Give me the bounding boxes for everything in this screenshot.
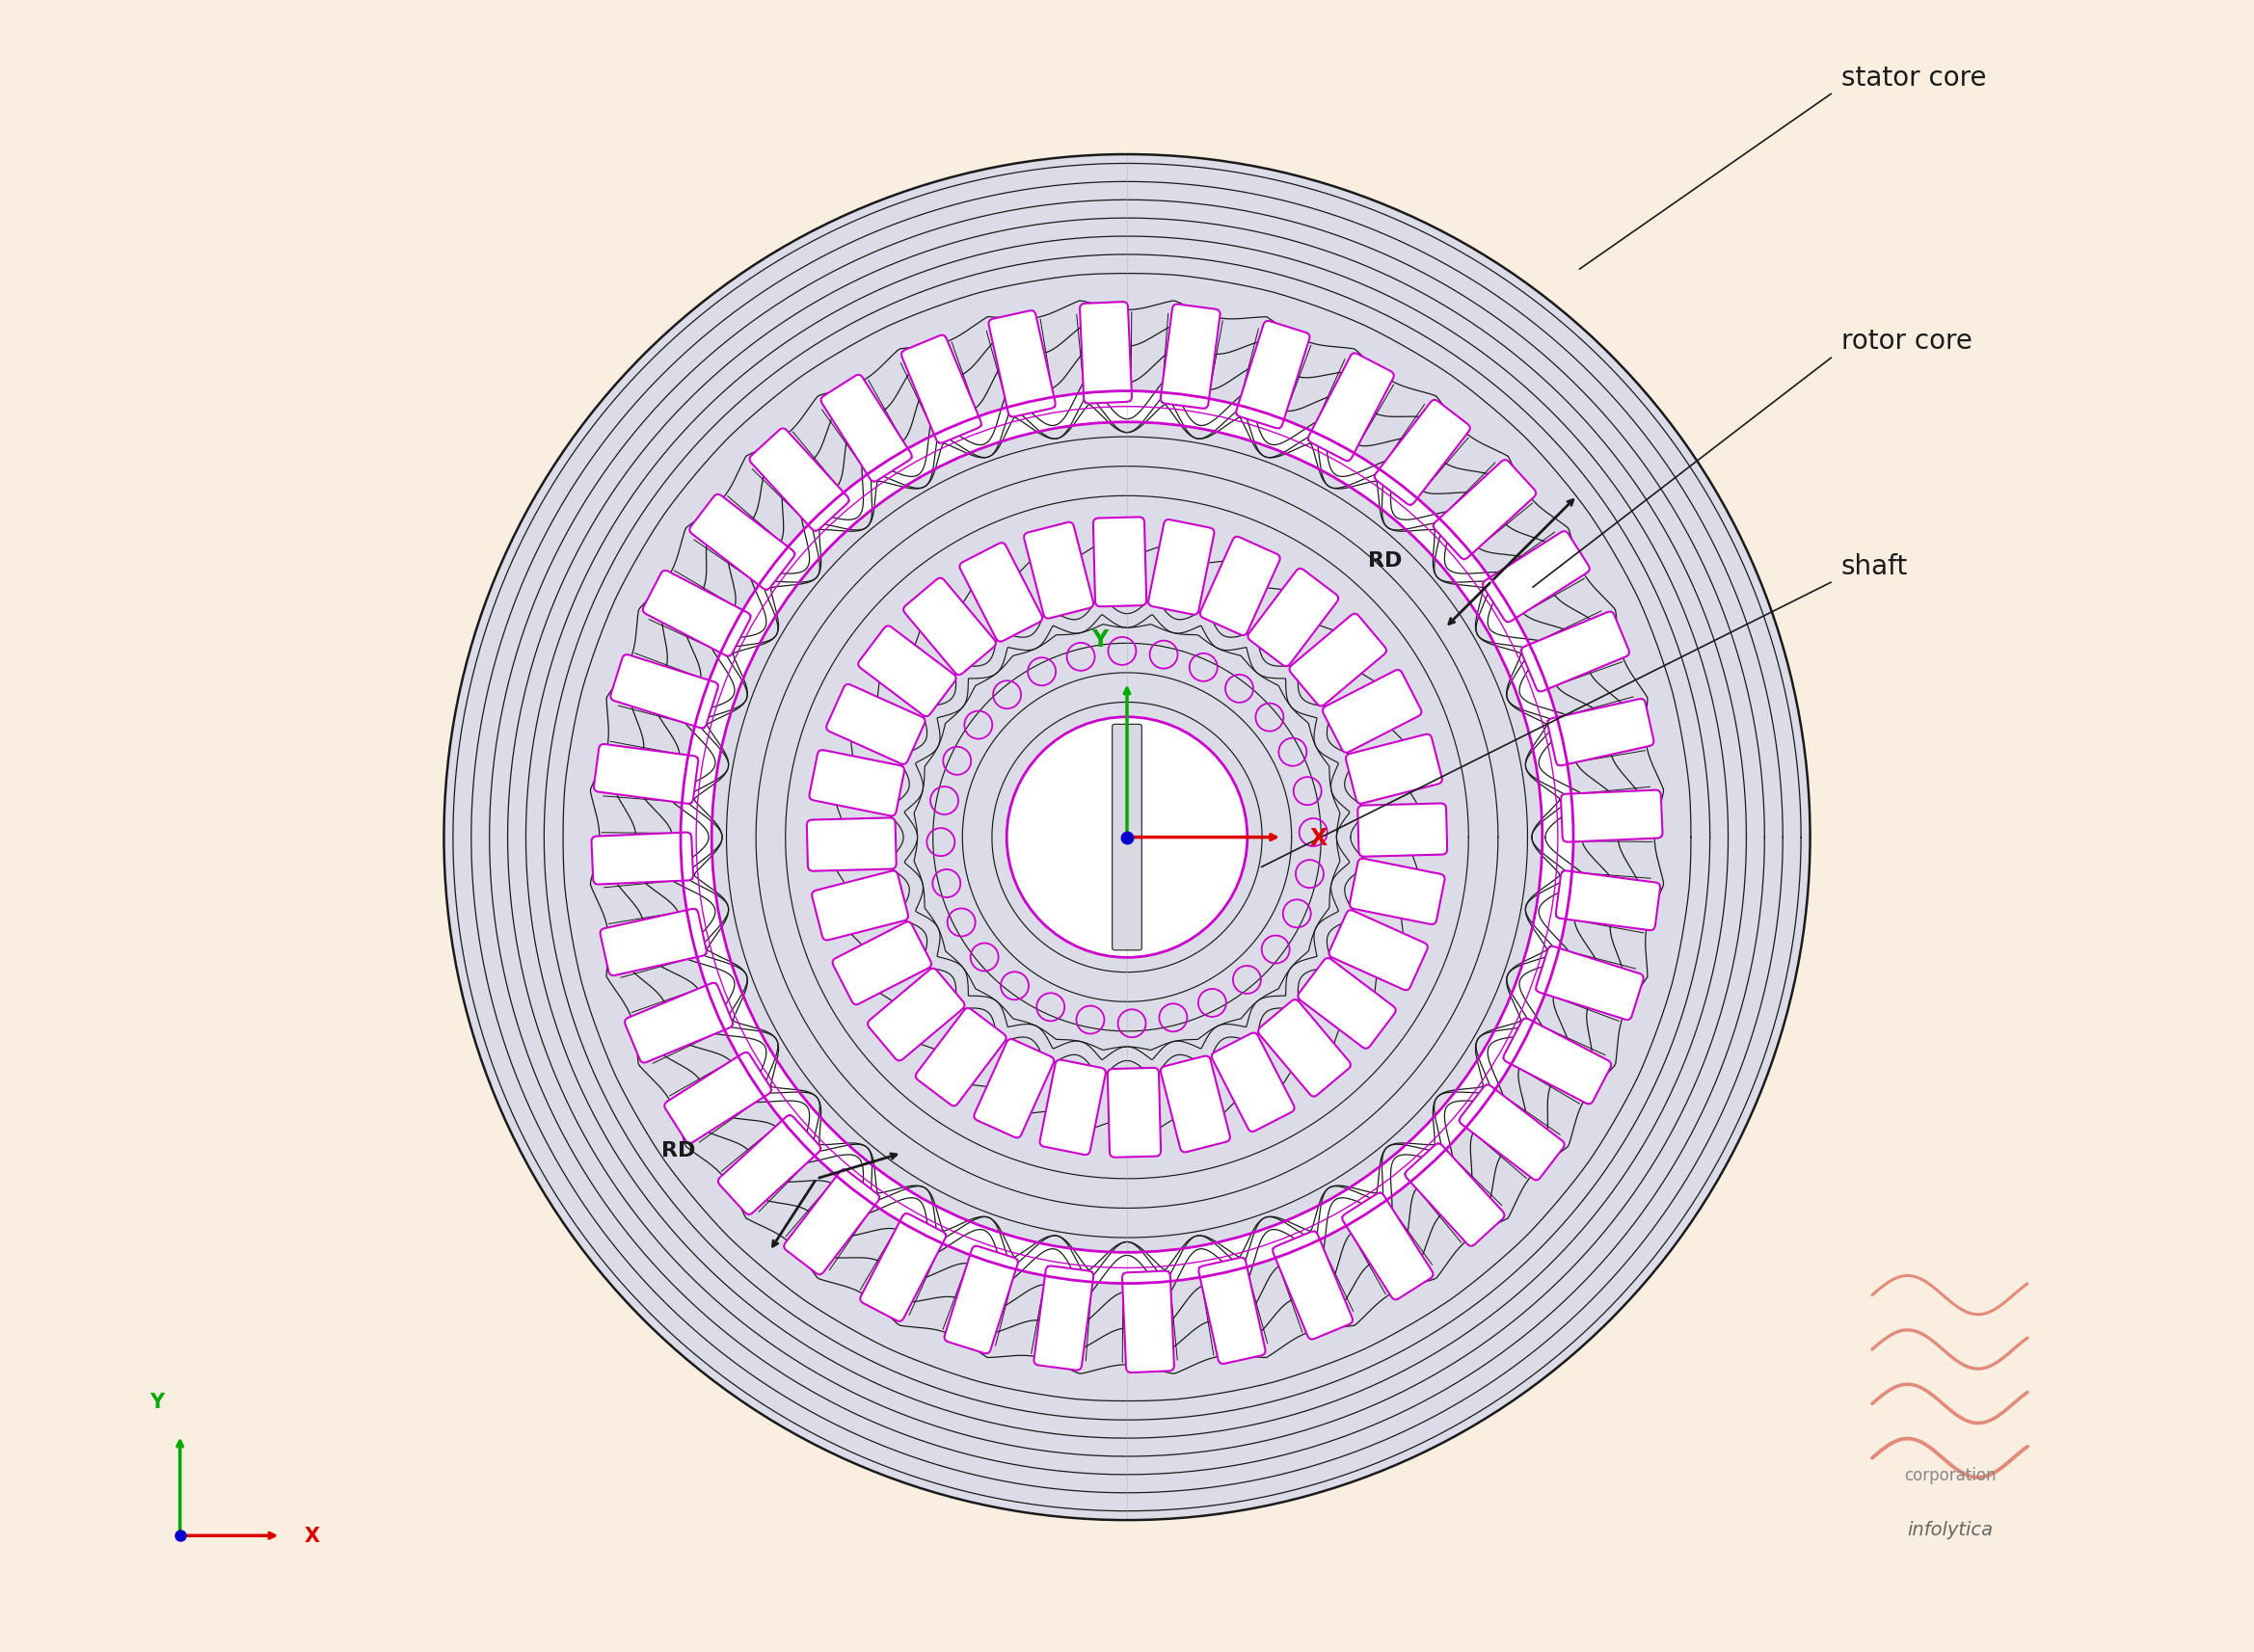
FancyBboxPatch shape (1080, 302, 1132, 405)
Text: RD: RD (1368, 550, 1402, 570)
FancyBboxPatch shape (751, 430, 850, 532)
FancyBboxPatch shape (1235, 322, 1310, 430)
FancyBboxPatch shape (1483, 532, 1589, 623)
FancyBboxPatch shape (1249, 568, 1339, 667)
FancyBboxPatch shape (974, 1039, 1055, 1138)
FancyBboxPatch shape (1307, 354, 1393, 461)
FancyBboxPatch shape (1375, 400, 1470, 506)
FancyBboxPatch shape (904, 578, 996, 676)
FancyBboxPatch shape (960, 544, 1041, 643)
Text: RD: RD (660, 1140, 696, 1160)
Text: Y: Y (149, 1393, 165, 1411)
FancyBboxPatch shape (642, 572, 751, 656)
FancyBboxPatch shape (665, 1052, 771, 1143)
FancyBboxPatch shape (1274, 1231, 1352, 1340)
FancyBboxPatch shape (1346, 735, 1443, 805)
FancyBboxPatch shape (1161, 1056, 1231, 1153)
Text: X: X (1310, 826, 1328, 849)
FancyBboxPatch shape (1122, 1270, 1174, 1373)
FancyBboxPatch shape (832, 922, 931, 1004)
FancyBboxPatch shape (1023, 522, 1093, 620)
FancyBboxPatch shape (1434, 461, 1535, 560)
FancyBboxPatch shape (1107, 1069, 1161, 1158)
Circle shape (681, 392, 1573, 1284)
Circle shape (1008, 717, 1246, 958)
Text: X: X (304, 1526, 320, 1545)
FancyBboxPatch shape (600, 909, 706, 976)
FancyBboxPatch shape (1199, 537, 1280, 636)
FancyBboxPatch shape (624, 983, 733, 1062)
FancyBboxPatch shape (1560, 791, 1663, 843)
FancyBboxPatch shape (1213, 1032, 1294, 1132)
FancyBboxPatch shape (1343, 1193, 1434, 1300)
FancyBboxPatch shape (915, 1008, 1005, 1107)
FancyBboxPatch shape (820, 375, 911, 482)
FancyBboxPatch shape (1258, 999, 1350, 1097)
FancyBboxPatch shape (809, 750, 904, 816)
FancyBboxPatch shape (690, 496, 796, 590)
FancyBboxPatch shape (1458, 1085, 1564, 1181)
FancyBboxPatch shape (591, 833, 694, 885)
FancyBboxPatch shape (1535, 947, 1643, 1021)
FancyBboxPatch shape (902, 335, 980, 444)
FancyBboxPatch shape (868, 968, 965, 1061)
Circle shape (444, 155, 1810, 1520)
FancyBboxPatch shape (1350, 859, 1445, 925)
Text: infolytica: infolytica (1907, 1520, 1993, 1538)
FancyBboxPatch shape (990, 311, 1055, 418)
FancyBboxPatch shape (807, 818, 897, 872)
FancyBboxPatch shape (1330, 910, 1427, 991)
FancyBboxPatch shape (859, 626, 956, 717)
FancyBboxPatch shape (1323, 671, 1422, 753)
FancyBboxPatch shape (1039, 1061, 1107, 1155)
FancyBboxPatch shape (1093, 517, 1147, 608)
FancyBboxPatch shape (811, 871, 908, 940)
FancyBboxPatch shape (1548, 699, 1654, 767)
FancyBboxPatch shape (784, 1170, 879, 1275)
FancyBboxPatch shape (719, 1115, 820, 1214)
FancyBboxPatch shape (944, 1246, 1019, 1353)
FancyBboxPatch shape (611, 656, 719, 729)
Text: corporation: corporation (1905, 1465, 1995, 1483)
Circle shape (712, 423, 1542, 1252)
FancyBboxPatch shape (1289, 615, 1386, 707)
Text: stator core: stator core (1842, 64, 1986, 91)
FancyBboxPatch shape (861, 1214, 947, 1322)
FancyBboxPatch shape (1521, 613, 1630, 692)
FancyBboxPatch shape (1404, 1143, 1503, 1246)
FancyBboxPatch shape (1147, 520, 1215, 615)
FancyBboxPatch shape (1161, 306, 1219, 410)
FancyBboxPatch shape (1298, 958, 1395, 1049)
FancyBboxPatch shape (1111, 725, 1143, 950)
FancyBboxPatch shape (1555, 871, 1661, 930)
FancyBboxPatch shape (1357, 805, 1447, 857)
FancyBboxPatch shape (593, 745, 699, 805)
Text: rotor core: rotor core (1842, 327, 1972, 355)
FancyBboxPatch shape (827, 686, 924, 765)
Text: Y: Y (1091, 628, 1109, 651)
FancyBboxPatch shape (1503, 1019, 1612, 1104)
FancyBboxPatch shape (1035, 1265, 1093, 1371)
Text: shaft: shaft (1842, 553, 1907, 580)
FancyBboxPatch shape (1199, 1257, 1264, 1365)
